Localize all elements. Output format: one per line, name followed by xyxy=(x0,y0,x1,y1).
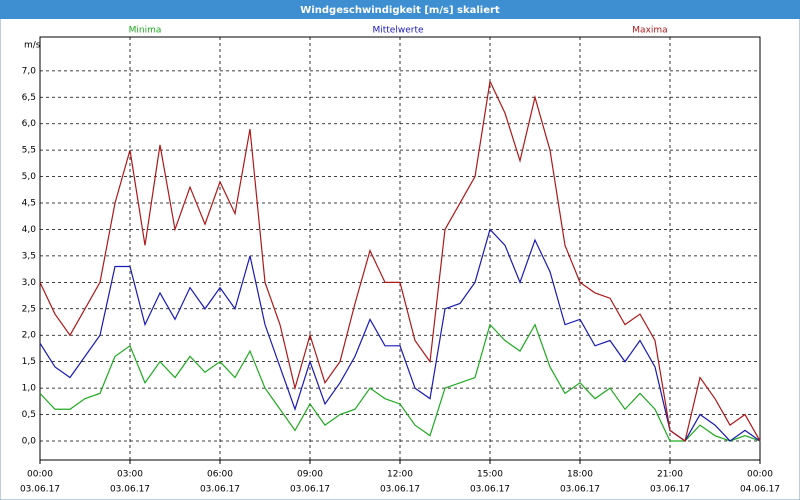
title-bar xyxy=(0,0,800,19)
x-tick-date: 03.06.17 xyxy=(290,485,330,495)
y-tick-label: 3,5 xyxy=(22,251,36,261)
chart-title: Windgeschwindigkeit [m/s] skaliert xyxy=(300,5,500,16)
series-line xyxy=(39,228,761,442)
x-tick-date: 03.06.17 xyxy=(380,485,420,495)
y-tick-label: 4,0 xyxy=(22,225,37,235)
x-tick-label: 03:00 xyxy=(117,470,143,480)
x-tick-label: 00:00 xyxy=(747,470,773,480)
y-tick-label: 2,0 xyxy=(22,331,37,341)
y-tick-label: 7,0 xyxy=(22,66,37,76)
x-tick-label: 00:00 xyxy=(27,470,53,480)
legend-label: Mittelwerte xyxy=(372,26,423,36)
x-tick-label: 09:00 xyxy=(297,470,323,480)
y-tick-label: 3,0 xyxy=(22,278,37,288)
y-tick-label: 5,5 xyxy=(22,146,36,156)
y-tick-label: 0,5 xyxy=(22,410,36,420)
x-tick-date: 03.06.17 xyxy=(470,485,510,495)
y-tick-label: 2,5 xyxy=(22,304,36,314)
x-tick-label: 18:00 xyxy=(567,470,593,480)
x-tick-date: 04.06.17 xyxy=(740,485,780,495)
x-tick-label: 12:00 xyxy=(387,470,413,480)
legend-label: Minima xyxy=(129,26,162,36)
x-tick-date: 03.06.17 xyxy=(200,485,240,495)
series-line xyxy=(39,323,761,442)
y-unit: m/s xyxy=(24,41,41,51)
y-tick-label: 0,0 xyxy=(22,436,37,446)
x-tick-label: 21:00 xyxy=(657,470,683,480)
y-tick-label: 1,0 xyxy=(22,384,37,394)
x-tick-date: 03.06.17 xyxy=(560,485,600,495)
x-tick-date: 03.06.17 xyxy=(110,485,150,495)
y-tick-label: 6,0 xyxy=(22,119,37,129)
legend-label: Maxima xyxy=(632,26,667,36)
x-tick-label: 06:00 xyxy=(207,470,233,480)
x-tick-label: 15:00 xyxy=(477,470,503,480)
y-tick-label: 6,5 xyxy=(22,93,36,103)
y-tick-label: 5,0 xyxy=(22,172,37,182)
x-tick-date: 03.06.17 xyxy=(20,485,60,495)
y-tick-label: 1,5 xyxy=(22,357,36,367)
y-tick-label: 4,5 xyxy=(22,199,36,209)
series-line xyxy=(39,79,761,442)
x-tick-date: 03.06.17 xyxy=(650,485,690,495)
